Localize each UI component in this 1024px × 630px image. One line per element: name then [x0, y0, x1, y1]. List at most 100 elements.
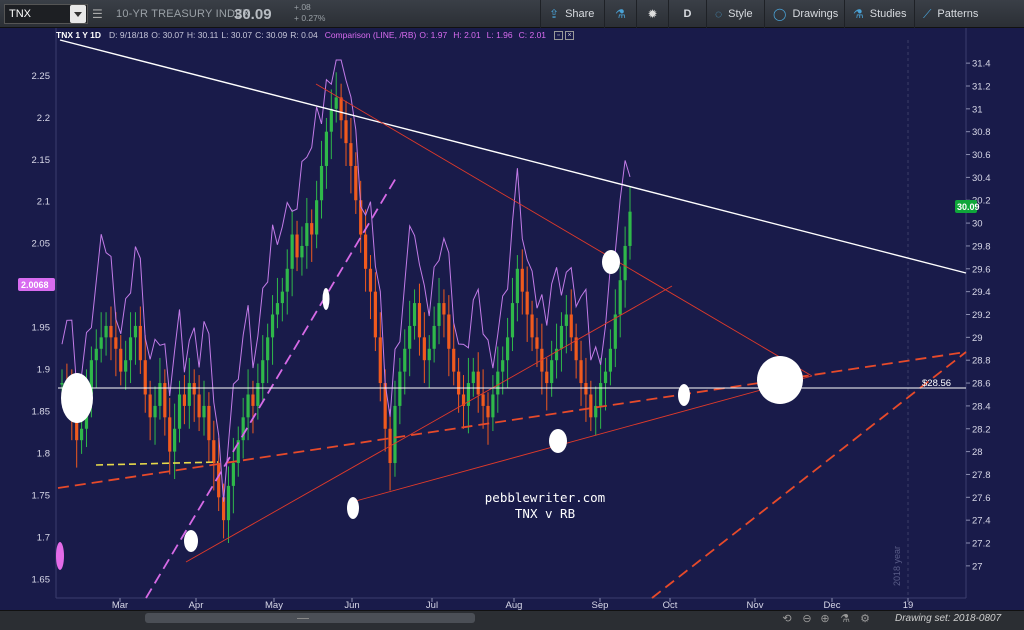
candle-body [339, 97, 343, 121]
candle-body [530, 314, 534, 338]
candle-body [168, 417, 172, 452]
candle-body [412, 303, 417, 326]
comparison-close-icon[interactable]: × [565, 30, 575, 40]
candle-body [197, 394, 201, 418]
red-dashed-diagonal [651, 351, 967, 599]
symbol-input[interactable]: TNX [4, 4, 88, 24]
candle-body [608, 348, 613, 372]
symbol-dropdown-button[interactable] [70, 5, 86, 23]
candle-body [187, 383, 191, 406]
candle-body [143, 360, 147, 395]
candle-body [452, 348, 456, 372]
zoom-in-icon[interactable]: ⊕ [820, 613, 830, 625]
right-tick-label: 29.4 [972, 287, 991, 298]
horizontal-level-label: $28.56 [922, 378, 951, 389]
menu-icon[interactable]: ☰ [92, 7, 103, 21]
share-button[interactable]: ⇪ Share [540, 0, 604, 28]
settings-button[interactable]: ✹ [636, 0, 668, 28]
zoom-out-icon[interactable]: ⊖ [802, 613, 812, 625]
candle-body [349, 143, 353, 166]
info-close: C: 30.09 [255, 30, 288, 40]
ohlc-infobar: TNX 1 Y 1D D: 9/18/18 O: 30.07 H: 30.11 … [56, 29, 575, 41]
right-tick-label: 28.8 [972, 356, 991, 367]
candle-body [569, 314, 573, 338]
candle-body [403, 348, 407, 372]
info-low: L: 30.07 [221, 30, 253, 40]
drawings-icon: ◯ [773, 7, 787, 21]
candle-body [373, 291, 377, 338]
reset-icon[interactable]: ⟲ [782, 613, 792, 625]
candle-body [202, 405, 206, 418]
flask-button[interactable]: ⚗ [604, 0, 636, 28]
left-tick-label: 2.2 [37, 113, 50, 124]
right-tick-label: 29.2 [972, 310, 991, 321]
period-button[interactable]: D [668, 0, 706, 28]
candle-body [368, 268, 373, 292]
drawing-tools-icon[interactable]: ⚗ [840, 613, 850, 625]
candle-body [628, 211, 632, 246]
info-cmp-low: L: 1.96 [486, 30, 513, 40]
candle-body [383, 383, 387, 429]
style-button[interactable]: ◌ Style [706, 0, 764, 28]
patterns-icon: ⟋ [923, 6, 932, 21]
candle-body [545, 371, 549, 384]
x-tick-label: 19 [903, 600, 914, 610]
right-tick-label: 27 [972, 561, 983, 572]
candle-body [398, 371, 402, 406]
candle-body [354, 165, 358, 201]
candle-body [221, 497, 226, 521]
candle-body [119, 348, 123, 372]
right-tick-label: 29 [972, 333, 983, 344]
candle-body [613, 314, 617, 349]
flask-icon: ⚗ [615, 7, 626, 21]
patterns-button[interactable]: ⟋ Patterns [914, 0, 1024, 28]
candle-body [212, 440, 216, 464]
right-tick-label: 30.6 [972, 150, 991, 161]
annotation-ellipse [184, 530, 198, 552]
candle-body [535, 337, 539, 349]
candle-body [359, 200, 363, 235]
style-icon: ◌ [715, 7, 723, 21]
annotation-ellipse-pink [56, 542, 64, 570]
studies-button[interactable]: ⚗ Studies [844, 0, 914, 28]
price-chart[interactable]: 2018 year $28.56 31.431.23130.830.630.43… [0, 28, 1024, 610]
comparison-settings-icon[interactable]: ▫ [554, 30, 564, 40]
right-tick-label: 27.4 [972, 516, 991, 527]
candle-body [109, 325, 113, 338]
drawings-button[interactable]: ◯ Drawings [764, 0, 844, 28]
candle-body [496, 371, 500, 395]
info-cmp-close: C: 2.01 [518, 30, 547, 40]
candle-body [310, 223, 314, 235]
candle-body [486, 405, 490, 418]
x-axis-ticks: Mar Apr May Jun Jul Aug Sep Oct Nov Dec 19 [112, 598, 913, 610]
candle-body [550, 360, 554, 384]
candle-body [442, 303, 446, 315]
candle-body [525, 291, 529, 315]
candle-body [128, 337, 133, 361]
gear-icon: ✹ [647, 7, 658, 21]
candle-body [231, 463, 235, 486]
candle-body [481, 394, 485, 406]
chart-scrollbar[interactable] [145, 613, 475, 623]
left-tick-label: 1.65 [32, 574, 51, 585]
candle-body [241, 417, 245, 441]
scrollbar-grip[interactable] [297, 618, 309, 620]
white-trendline [59, 39, 967, 274]
right-tick-label: 30.8 [972, 127, 991, 138]
annotation-ellipse [322, 288, 330, 310]
comparison-line [61, 59, 631, 502]
right-tick-label: 30.4 [972, 173, 991, 184]
settings-icon[interactable]: ⚙ [860, 613, 870, 625]
candle-body [266, 337, 270, 361]
candle-body [393, 405, 397, 464]
candle-body [618, 280, 622, 315]
candle-body [182, 394, 187, 406]
candle-body [432, 325, 436, 349]
patterns-label: Patterns [937, 8, 979, 20]
info-cmp-high: H: 2.01 [453, 30, 481, 40]
info-symbol: TNX 1 Y 1D [56, 30, 102, 40]
annotation-ellipse [347, 497, 359, 519]
annotation-ellipse [602, 250, 620, 274]
annotation-ellipse [549, 429, 567, 453]
candle-body [505, 337, 510, 361]
